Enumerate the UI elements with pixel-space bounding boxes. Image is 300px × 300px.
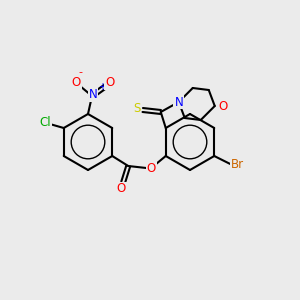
Text: O: O: [147, 161, 156, 175]
Text: S: S: [133, 101, 140, 115]
Text: N: N: [88, 88, 98, 101]
Text: N: N: [174, 95, 183, 109]
Text: Br: Br: [231, 158, 244, 172]
Text: Cl: Cl: [39, 116, 51, 130]
Text: O: O: [218, 100, 227, 112]
Text: O: O: [71, 76, 81, 89]
Text: O: O: [117, 182, 126, 196]
Text: O: O: [105, 76, 115, 89]
Text: -: -: [78, 67, 82, 77]
Text: +: +: [98, 82, 106, 92]
